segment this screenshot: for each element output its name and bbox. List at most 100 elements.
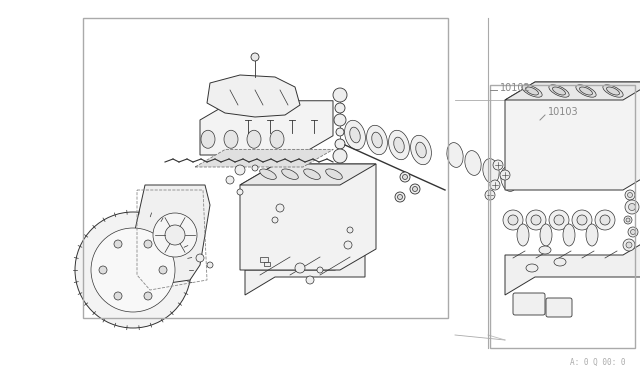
Circle shape bbox=[347, 227, 353, 233]
Polygon shape bbox=[135, 185, 210, 285]
Circle shape bbox=[306, 276, 314, 284]
Circle shape bbox=[235, 165, 245, 175]
Circle shape bbox=[335, 103, 345, 113]
Circle shape bbox=[344, 241, 352, 249]
Polygon shape bbox=[505, 82, 640, 190]
Circle shape bbox=[153, 213, 197, 257]
FancyBboxPatch shape bbox=[546, 298, 572, 317]
Polygon shape bbox=[207, 75, 300, 117]
Ellipse shape bbox=[549, 85, 569, 97]
Ellipse shape bbox=[539, 246, 551, 254]
Circle shape bbox=[114, 240, 122, 248]
Circle shape bbox=[75, 212, 191, 328]
Circle shape bbox=[485, 190, 495, 200]
Circle shape bbox=[91, 228, 175, 312]
Ellipse shape bbox=[576, 85, 596, 97]
Circle shape bbox=[335, 139, 345, 149]
Bar bbox=[83, 18, 448, 318]
Text: A: 0 Q 00: 0: A: 0 Q 00: 0 bbox=[570, 357, 625, 366]
Ellipse shape bbox=[326, 169, 342, 179]
Ellipse shape bbox=[586, 224, 598, 246]
Circle shape bbox=[628, 227, 638, 237]
Ellipse shape bbox=[388, 130, 410, 160]
Circle shape bbox=[526, 210, 546, 230]
Circle shape bbox=[490, 180, 500, 190]
Circle shape bbox=[626, 218, 630, 222]
Circle shape bbox=[165, 225, 185, 245]
Circle shape bbox=[144, 240, 152, 248]
Circle shape bbox=[413, 186, 417, 192]
Text: 10102: 10102 bbox=[500, 83, 531, 93]
Circle shape bbox=[500, 170, 510, 180]
Ellipse shape bbox=[372, 132, 382, 148]
Polygon shape bbox=[245, 252, 365, 295]
Polygon shape bbox=[195, 150, 333, 167]
Ellipse shape bbox=[580, 87, 593, 95]
Circle shape bbox=[595, 210, 615, 230]
Circle shape bbox=[252, 165, 258, 171]
Ellipse shape bbox=[447, 142, 463, 167]
Circle shape bbox=[624, 216, 632, 224]
Circle shape bbox=[237, 189, 243, 195]
Ellipse shape bbox=[526, 264, 538, 272]
Circle shape bbox=[623, 239, 635, 251]
Circle shape bbox=[99, 266, 107, 274]
Polygon shape bbox=[200, 101, 333, 155]
Circle shape bbox=[336, 128, 344, 136]
Circle shape bbox=[333, 88, 347, 102]
Ellipse shape bbox=[303, 169, 321, 179]
Circle shape bbox=[207, 262, 213, 268]
Ellipse shape bbox=[522, 85, 542, 97]
Circle shape bbox=[630, 230, 636, 234]
Ellipse shape bbox=[367, 125, 387, 155]
Ellipse shape bbox=[349, 127, 360, 143]
Text: 10103: 10103 bbox=[548, 107, 579, 117]
Ellipse shape bbox=[394, 137, 404, 153]
Ellipse shape bbox=[607, 87, 620, 95]
Circle shape bbox=[600, 215, 610, 225]
Circle shape bbox=[226, 176, 234, 184]
Circle shape bbox=[577, 215, 587, 225]
Circle shape bbox=[333, 149, 347, 163]
Ellipse shape bbox=[411, 135, 431, 165]
Circle shape bbox=[276, 204, 284, 212]
Circle shape bbox=[503, 210, 523, 230]
Circle shape bbox=[626, 242, 632, 248]
Circle shape bbox=[395, 192, 405, 202]
Ellipse shape bbox=[270, 130, 284, 148]
Ellipse shape bbox=[247, 130, 261, 148]
Bar bbox=[264, 262, 270, 266]
Circle shape bbox=[410, 184, 420, 194]
Circle shape bbox=[508, 215, 518, 225]
Ellipse shape bbox=[483, 158, 499, 183]
Circle shape bbox=[493, 160, 503, 170]
Circle shape bbox=[196, 254, 204, 262]
Circle shape bbox=[295, 263, 305, 273]
Circle shape bbox=[554, 215, 564, 225]
Polygon shape bbox=[240, 164, 376, 185]
Circle shape bbox=[625, 190, 635, 200]
Ellipse shape bbox=[416, 142, 426, 158]
Circle shape bbox=[251, 53, 259, 61]
Circle shape bbox=[549, 210, 569, 230]
Ellipse shape bbox=[282, 169, 298, 179]
Ellipse shape bbox=[540, 224, 552, 246]
Polygon shape bbox=[240, 164, 376, 270]
Ellipse shape bbox=[260, 169, 276, 179]
Bar bbox=[490, 85, 635, 348]
Circle shape bbox=[144, 292, 152, 300]
Circle shape bbox=[625, 200, 639, 214]
Circle shape bbox=[403, 174, 408, 180]
Circle shape bbox=[531, 215, 541, 225]
Ellipse shape bbox=[344, 120, 365, 150]
Ellipse shape bbox=[552, 87, 566, 95]
Ellipse shape bbox=[501, 167, 517, 191]
Ellipse shape bbox=[517, 224, 529, 246]
Ellipse shape bbox=[563, 224, 575, 246]
Ellipse shape bbox=[603, 85, 623, 97]
Polygon shape bbox=[505, 237, 640, 295]
Circle shape bbox=[397, 195, 403, 199]
Circle shape bbox=[627, 192, 632, 198]
Circle shape bbox=[272, 217, 278, 223]
Ellipse shape bbox=[465, 151, 481, 175]
